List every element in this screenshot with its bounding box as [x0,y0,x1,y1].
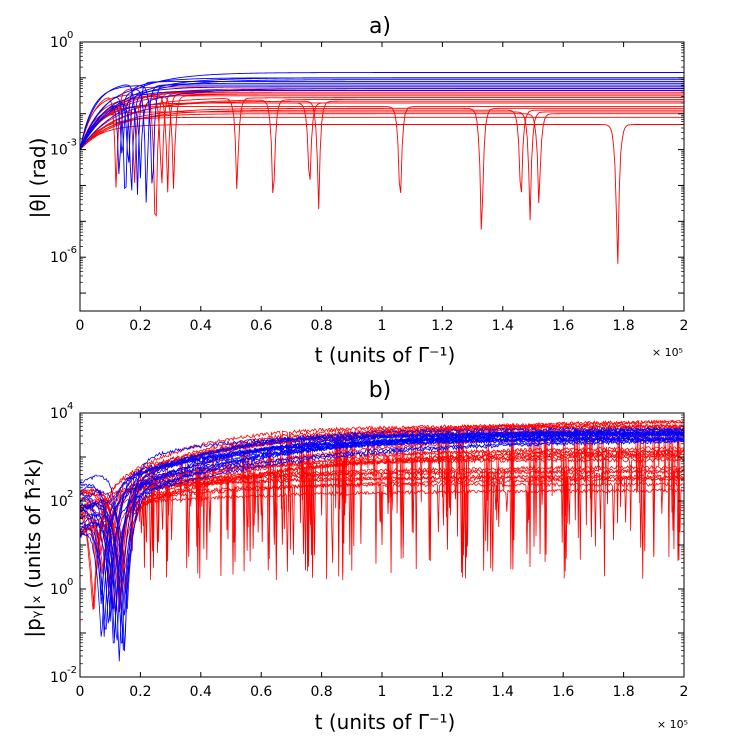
x-tick-label: 1.8 [612,684,634,700]
series-line-blue [79,89,684,154]
x-tick-label: 1.6 [552,318,574,334]
y-tick-exponent: -3 [67,138,77,149]
x-tick-label: 1 [378,318,387,334]
y-tick-exponent: 0 [67,30,73,41]
series-line-blue [79,430,685,641]
series-line-red [79,93,684,150]
series-line-red [79,423,685,559]
x-tick-label: 0.2 [129,684,151,700]
panel-b-title: b) [369,378,392,403]
panel-a-y-label: |θ| (rad) [26,138,50,219]
series-line-red [79,113,684,204]
series-line-blue [79,430,685,605]
y-tick-label: 10 [50,143,68,159]
series-line-red [79,107,684,230]
panel-a-title: a) [369,14,391,39]
y-tick-label: 10 [50,494,68,510]
panel-b-series-group [79,419,685,662]
panel-a-series-group [79,72,684,264]
x-tick-label: 1.2 [431,318,453,334]
series-line-red [79,100,684,210]
series-line-blue [79,72,684,175]
series-line-blue [79,430,685,637]
y-tick-label: 10 [50,670,68,686]
series-line-blue [79,77,684,150]
series-line-red [79,124,684,264]
x-tick-label: 1.4 [492,318,514,334]
series-line-blue [79,426,685,639]
x-tick-label: 0.8 [310,684,332,700]
series-line-blue [79,439,685,613]
y-tick-label: 10 [50,35,68,51]
series-line-blue [79,88,684,179]
x-tick-label: 0.4 [190,318,212,334]
x-tick-label: 0.4 [190,684,212,700]
y-tick-label: 10 [50,582,68,598]
series-line-blue [79,82,684,203]
panel-a-x-ticks: 0 0.2 0.4 0.6 0.8 1 1.2 1.4 1.6 1.8 2 [76,42,689,334]
x-tick-label: 1.8 [612,318,634,334]
x-tick-label: 0.6 [250,684,272,700]
x-tick-label: 0 [76,318,85,334]
x-tick-label: 0.8 [310,318,332,334]
series-line-red [79,89,684,217]
x-tick-label: 0.2 [129,318,151,334]
series-line-red [79,98,684,194]
series-line-red [79,97,684,189]
x-tick-label: 1 [378,684,387,700]
series-line-red [79,457,685,584]
series-line-red [79,102,684,150]
panel-b-x-ticks: 0 0.2 0.4 0.6 0.8 1 1.2 1.4 1.6 1.8 2 [76,413,689,700]
y-tick-exponent: -2 [67,665,77,676]
panel-b-x-label: t (units of Γ⁻¹) [315,710,456,734]
series-line-red [79,111,684,221]
series-line-red [79,91,684,184]
x-tick-label: 1.6 [552,684,574,700]
y-tick-exponent: 4 [67,401,73,412]
x-tick-label: 0.6 [250,318,272,334]
y-tick-exponent: 2 [67,489,73,500]
series-line-red [79,424,685,589]
series-line-blue [79,436,685,662]
series-line-blue [79,81,684,195]
panel-a-plot-frame [79,41,685,312]
panel-a: a) 0 0.2 0.4 0.6 0.8 1 1.2 1.4 1.6 1.8 2 10 010 -310… [26,14,688,367]
series-line-red [79,448,685,574]
panel-a-x-multiplier: × 10⁵ [652,346,683,359]
series-line-blue [79,432,685,652]
y-tick-exponent: 0 [67,577,73,588]
x-tick-label: 2 [680,684,689,700]
panel-a-x-label: t (units of Γ⁻¹) [315,343,456,367]
x-tick-label: 0 [76,684,85,700]
series-line-red [79,106,684,194]
series-line-blue [79,86,684,163]
x-tick-label: 2 [680,318,689,334]
series-line-red [79,95,684,189]
panel-b-x-multiplier: × 10⁵ [657,718,688,731]
series-line-red [79,116,684,150]
y-tick-exponent: -6 [67,245,77,256]
x-tick-label: 1.4 [492,684,514,700]
series-line-blue [79,430,685,644]
series-line-red [79,109,684,193]
panel-b-y-label: |pᵧ|ₓ (units of ħ²k) [21,458,45,637]
series-line-blue [79,84,684,184]
x-tick-label: 1.2 [431,684,453,700]
y-tick-label: 10 [50,406,68,422]
y-tick-label: 10 [50,250,68,266]
series-line-red [79,467,685,572]
